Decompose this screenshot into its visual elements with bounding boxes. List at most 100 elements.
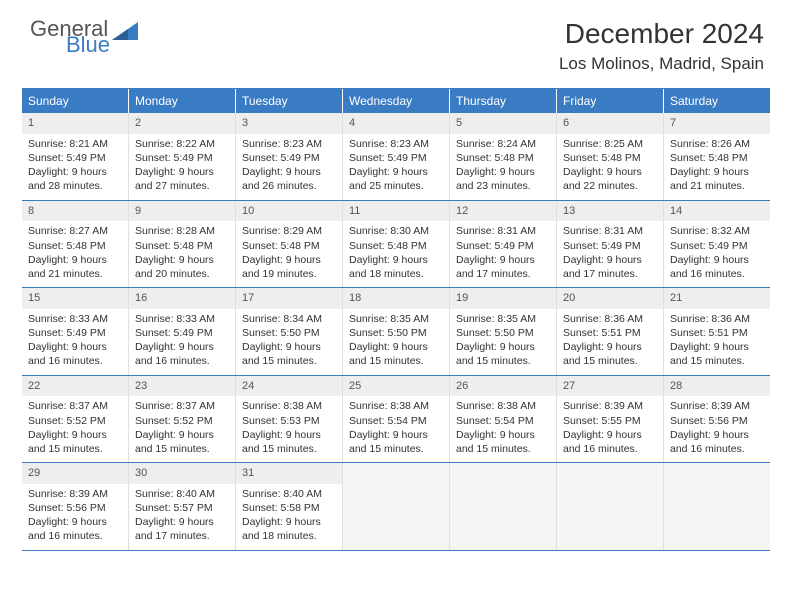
sunset-text: Sunset: 5:50 PM xyxy=(242,326,336,340)
calendar-day: 8Sunrise: 8:27 AMSunset: 5:48 PMDaylight… xyxy=(22,201,129,288)
sunset-text: Sunset: 5:48 PM xyxy=(456,151,550,165)
day-body: Sunrise: 8:26 AMSunset: 5:48 PMDaylight:… xyxy=(664,134,770,200)
day-number: 26 xyxy=(450,376,556,397)
calendar-day xyxy=(557,463,664,550)
daylight-text: Daylight: 9 hours and 25 minutes. xyxy=(349,165,443,193)
calendar: SundayMondayTuesdayWednesdayThursdayFrid… xyxy=(22,88,770,551)
daylight-text: Daylight: 9 hours and 18 minutes. xyxy=(349,253,443,281)
calendar-day: 17Sunrise: 8:34 AMSunset: 5:50 PMDayligh… xyxy=(236,288,343,375)
day-body: Sunrise: 8:21 AMSunset: 5:49 PMDaylight:… xyxy=(22,134,128,200)
day-body: Sunrise: 8:34 AMSunset: 5:50 PMDaylight:… xyxy=(236,309,342,375)
day-body: Sunrise: 8:35 AMSunset: 5:50 PMDaylight:… xyxy=(343,309,449,375)
calendar-day: 19Sunrise: 8:35 AMSunset: 5:50 PMDayligh… xyxy=(450,288,557,375)
sunrise-text: Sunrise: 8:25 AM xyxy=(563,137,657,151)
sunrise-text: Sunrise: 8:27 AM xyxy=(28,224,122,238)
day-body: Sunrise: 8:33 AMSunset: 5:49 PMDaylight:… xyxy=(22,309,128,375)
daylight-text: Daylight: 9 hours and 15 minutes. xyxy=(349,428,443,456)
daylight-text: Daylight: 9 hours and 19 minutes. xyxy=(242,253,336,281)
logo: General Blue xyxy=(28,18,138,56)
calendar-day: 15Sunrise: 8:33 AMSunset: 5:49 PMDayligh… xyxy=(22,288,129,375)
day-number: 4 xyxy=(343,113,449,134)
sunrise-text: Sunrise: 8:33 AM xyxy=(28,312,122,326)
calendar-day xyxy=(450,463,557,550)
calendar-week: 8Sunrise: 8:27 AMSunset: 5:48 PMDaylight… xyxy=(22,201,770,289)
day-number: 30 xyxy=(129,463,235,484)
calendar-day: 23Sunrise: 8:37 AMSunset: 5:52 PMDayligh… xyxy=(129,376,236,463)
daylight-text: Daylight: 9 hours and 16 minutes. xyxy=(670,428,764,456)
day-number: 23 xyxy=(129,376,235,397)
sunset-text: Sunset: 5:51 PM xyxy=(670,326,764,340)
sunset-text: Sunset: 5:49 PM xyxy=(28,326,122,340)
calendar-day: 4Sunrise: 8:23 AMSunset: 5:49 PMDaylight… xyxy=(343,113,450,200)
sunset-text: Sunset: 5:56 PM xyxy=(670,414,764,428)
day-number: 2 xyxy=(129,113,235,134)
daylight-text: Daylight: 9 hours and 21 minutes. xyxy=(670,165,764,193)
day-body: Sunrise: 8:38 AMSunset: 5:53 PMDaylight:… xyxy=(236,396,342,462)
sunset-text: Sunset: 5:50 PM xyxy=(349,326,443,340)
calendar-day: 2 Sunrise: 8:22 AMSunset: 5:49 PMDaylight… xyxy=(129,113,236,200)
sunset-text: Sunset: 5:54 PM xyxy=(349,414,443,428)
day-number: 17 xyxy=(236,288,342,309)
sunrise-text: Sunrise: 8:40 AM xyxy=(242,487,336,501)
sunrise-text: Sunrise: 8:22 AM xyxy=(135,137,229,151)
header: General Blue December 2024 Los Molinos, … xyxy=(0,0,792,82)
title-block: December 2024 Los Molinos, Madrid, Spain xyxy=(559,18,764,74)
dow-header: Thursday xyxy=(450,89,557,113)
daylight-text: Daylight: 9 hours and 18 minutes. xyxy=(242,515,336,543)
daylight-text: Daylight: 9 hours and 27 minutes. xyxy=(135,165,229,193)
calendar-day: 12Sunrise: 8:31 AMSunset: 5:49 PMDayligh… xyxy=(450,201,557,288)
day-body: Sunrise: 8:37 AMSunset: 5:52 PMDaylight:… xyxy=(129,396,235,462)
daylight-text: Daylight: 9 hours and 15 minutes. xyxy=(456,428,550,456)
day-number: 14 xyxy=(664,201,770,222)
calendar-day: 16Sunrise: 8:33 AMSunset: 5:49 PMDayligh… xyxy=(129,288,236,375)
sunrise-text: Sunrise: 8:37 AM xyxy=(28,399,122,413)
calendar-day: 9Sunrise: 8:28 AMSunset: 5:48 PMDaylight… xyxy=(129,201,236,288)
day-number: 5 xyxy=(450,113,556,134)
sunset-text: Sunset: 5:49 PM xyxy=(349,151,443,165)
sunset-text: Sunset: 5:48 PM xyxy=(135,239,229,253)
dow-row: SundayMondayTuesdayWednesdayThursdayFrid… xyxy=(22,89,770,113)
day-body: Sunrise: 8:36 AMSunset: 5:51 PMDaylight:… xyxy=(557,309,663,375)
day-number: 8 xyxy=(22,201,128,222)
logo-text-blue: Blue xyxy=(66,34,138,56)
sunrise-text: Sunrise: 8:37 AM xyxy=(135,399,229,413)
day-number: 9 xyxy=(129,201,235,222)
calendar-day: 7Sunrise: 8:26 AMSunset: 5:48 PMDaylight… xyxy=(664,113,770,200)
day-number: 10 xyxy=(236,201,342,222)
sunrise-text: Sunrise: 8:36 AM xyxy=(563,312,657,326)
daylight-text: Daylight: 9 hours and 15 minutes. xyxy=(456,340,550,368)
calendar-day: 11Sunrise: 8:30 AMSunset: 5:48 PMDayligh… xyxy=(343,201,450,288)
calendar-day: 21Sunrise: 8:36 AMSunset: 5:51 PMDayligh… xyxy=(664,288,770,375)
daylight-text: Daylight: 9 hours and 16 minutes. xyxy=(28,515,122,543)
calendar-day: 1Sunrise: 8:21 AMSunset: 5:49 PMDaylight… xyxy=(22,113,129,200)
sunset-text: Sunset: 5:52 PM xyxy=(135,414,229,428)
sunset-text: Sunset: 5:55 PM xyxy=(563,414,657,428)
day-number: 27 xyxy=(557,376,663,397)
day-number: 21 xyxy=(664,288,770,309)
day-body: Sunrise: 8:39 AMSunset: 5:56 PMDaylight:… xyxy=(22,484,128,550)
day-number: 28 xyxy=(664,376,770,397)
sunset-text: Sunset: 5:49 PM xyxy=(135,151,229,165)
day-body: Sunrise: 8:23 AMSunset: 5:49 PMDaylight:… xyxy=(236,134,342,200)
sunset-text: Sunset: 5:49 PM xyxy=(456,239,550,253)
day-body: Sunrise: 8:32 AMSunset: 5:49 PMDaylight:… xyxy=(664,221,770,287)
daylight-text: Daylight: 9 hours and 15 minutes. xyxy=(242,428,336,456)
daylight-text: Daylight: 9 hours and 23 minutes. xyxy=(456,165,550,193)
sunrise-text: Sunrise: 8:39 AM xyxy=(28,487,122,501)
calendar-day: 27Sunrise: 8:39 AMSunset: 5:55 PMDayligh… xyxy=(557,376,664,463)
day-body: Sunrise: 8:40 AMSunset: 5:57 PMDaylight:… xyxy=(129,484,235,550)
day-body: Sunrise: 8:25 AMSunset: 5:48 PMDaylight:… xyxy=(557,134,663,200)
day-number: 20 xyxy=(557,288,663,309)
calendar-week: 29Sunrise: 8:39 AMSunset: 5:56 PMDayligh… xyxy=(22,463,770,551)
day-body: Sunrise: 8:35 AMSunset: 5:50 PMDaylight:… xyxy=(450,309,556,375)
daylight-text: Daylight: 9 hours and 20 minutes. xyxy=(135,253,229,281)
page-title: December 2024 xyxy=(559,18,764,50)
day-number: 16 xyxy=(129,288,235,309)
sunset-text: Sunset: 5:50 PM xyxy=(456,326,550,340)
daylight-text: Daylight: 9 hours and 17 minutes. xyxy=(563,253,657,281)
sunset-text: Sunset: 5:48 PM xyxy=(242,239,336,253)
day-number: 18 xyxy=(343,288,449,309)
daylight-text: Daylight: 9 hours and 16 minutes. xyxy=(135,340,229,368)
day-body: Sunrise: 8:39 AMSunset: 5:56 PMDaylight:… xyxy=(664,396,770,462)
daylight-text: Daylight: 9 hours and 28 minutes. xyxy=(28,165,122,193)
